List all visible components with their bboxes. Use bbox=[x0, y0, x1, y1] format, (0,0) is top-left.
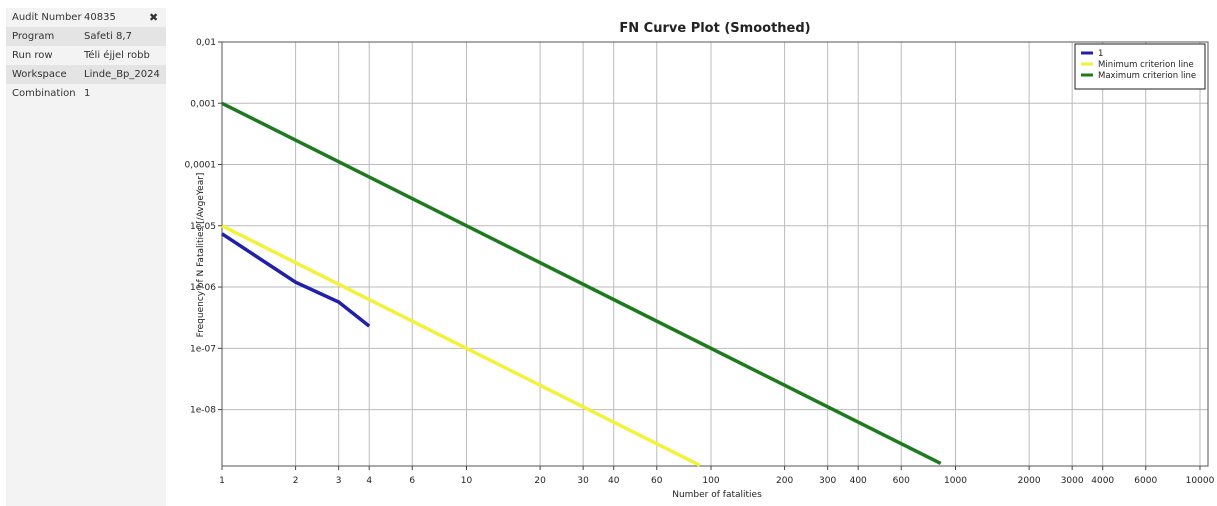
x-tick-label: 6 bbox=[409, 476, 415, 486]
info-key: Audit Number bbox=[12, 12, 82, 23]
x-tick-label: 60 bbox=[651, 476, 663, 486]
y-tick-label: 0,01 bbox=[196, 38, 216, 48]
x-tick-label: 10 bbox=[461, 476, 473, 486]
info-key: Combination bbox=[12, 88, 76, 99]
x-tick-label: 1 bbox=[219, 476, 225, 486]
x-tick-label: 600 bbox=[893, 476, 910, 486]
info-row: Run row Téli éjjel robb bbox=[6, 46, 166, 65]
y-tick-label: 0,001 bbox=[190, 99, 216, 109]
series-line bbox=[221, 224, 701, 467]
legend-label: Maximum criterion line bbox=[1098, 71, 1196, 81]
y-tick-label: 1e-06 bbox=[190, 283, 216, 293]
y-tick-label: 1e-08 bbox=[190, 406, 216, 416]
y-tick-label: 0,0001 bbox=[185, 161, 217, 171]
x-tick-label: 3000 bbox=[1061, 476, 1084, 486]
y-axis-label: Frequency of N Fatalities [/AvgeYear] bbox=[196, 173, 206, 338]
info-value: 1 bbox=[84, 88, 91, 99]
chart-title: FN Curve Plot (Smoothed) bbox=[619, 21, 810, 36]
info-key: Program bbox=[12, 31, 55, 42]
legend-label: 1 bbox=[1098, 49, 1103, 59]
info-row: Audit Number 40835 ✖ bbox=[6, 8, 166, 27]
series-line bbox=[221, 232, 371, 328]
x-tick-label: 100 bbox=[702, 476, 719, 486]
x-tick-label: 30 bbox=[577, 476, 589, 486]
x-tick-label: 1000 bbox=[944, 476, 967, 486]
info-row: Combination 1 bbox=[6, 84, 166, 103]
x-axis-label: Number of fatalities bbox=[672, 490, 762, 500]
info-key: Run row bbox=[12, 50, 53, 61]
x-tick-label: 4000 bbox=[1091, 476, 1114, 486]
chart-area-bg bbox=[170, 8, 1217, 506]
x-tick-label: 2 bbox=[293, 476, 299, 486]
info-value: 40835 bbox=[84, 12, 116, 23]
close-button[interactable]: ✖ bbox=[149, 11, 159, 24]
x-tick-label: 4 bbox=[366, 476, 372, 486]
x-tick-label: 40 bbox=[608, 476, 620, 486]
info-value: Téli éjjel robb bbox=[84, 50, 150, 61]
y-tick-label: 1e-07 bbox=[190, 344, 216, 354]
x-tick-label: 20 bbox=[534, 476, 546, 486]
y-tick-label: 1e-05 bbox=[190, 222, 216, 232]
info-panel: Audit Number 40835 ✖ Program Safeti 8,7 Run r… bbox=[6, 8, 166, 506]
legend-box bbox=[1074, 43, 1206, 90]
info-row: Workspace Linde_Bp_2024 bbox=[6, 65, 166, 84]
x-tick-label: 400 bbox=[850, 476, 867, 486]
series-line bbox=[221, 101, 942, 466]
legend-label: Minimum criterion line bbox=[1098, 60, 1194, 70]
info-key: Workspace bbox=[12, 69, 67, 80]
plot-frame bbox=[221, 41, 1209, 467]
x-tick-label: 300 bbox=[819, 476, 836, 486]
x-tick-label: 10000 bbox=[1186, 476, 1215, 486]
info-value: Linde_Bp_2024 bbox=[84, 69, 160, 80]
x-tick-label: 2000 bbox=[1018, 476, 1041, 486]
x-tick-label: 3 bbox=[336, 476, 342, 486]
info-value: Safeti 8,7 bbox=[84, 31, 132, 42]
x-tick-label: 200 bbox=[776, 476, 793, 486]
x-tick-label: 6000 bbox=[1134, 476, 1157, 486]
info-row: Program Safeti 8,7 bbox=[6, 27, 166, 46]
